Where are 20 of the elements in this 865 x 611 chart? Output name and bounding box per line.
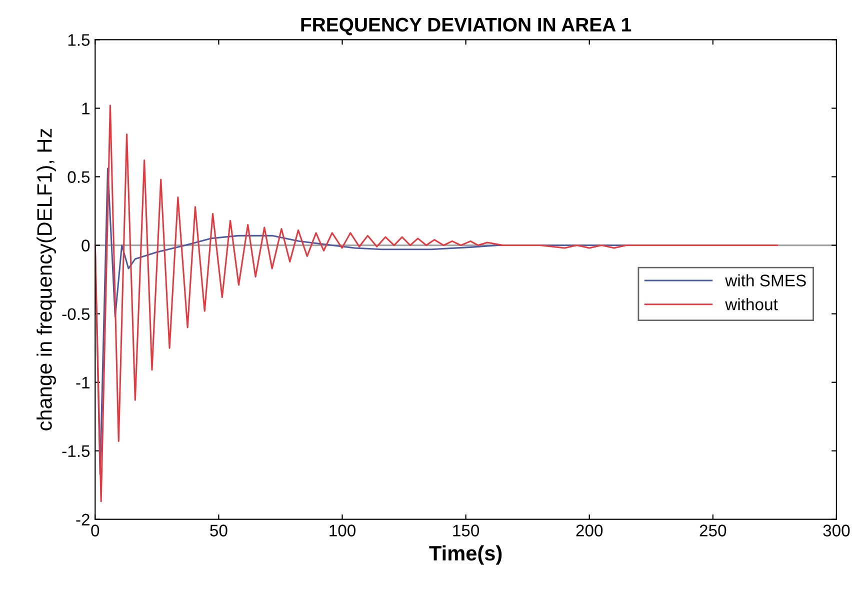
y-tick-label: -1 (76, 376, 90, 388)
y-tick-label: -2 (76, 514, 90, 526)
x-tick-label: 50 (210, 524, 228, 536)
y-tick-label: 0.5 (68, 171, 90, 183)
y-tick-label: 0 (82, 240, 90, 252)
y-axis-title: change in frequency(DELF1), Hz (36, 128, 56, 430)
chart-title: FREQUENCY DEVIATION IN AREA 1 (301, 18, 632, 36)
x-tick-label: 300 (823, 524, 850, 536)
y-tick-label: -0.5 (62, 308, 90, 320)
y-tick-label: 1 (82, 102, 90, 114)
y-tick-label: -1.5 (62, 445, 90, 458)
legend-label: with SMES (725, 274, 806, 286)
legend-label: without (725, 298, 778, 310)
x-tick-label: 100 (330, 524, 356, 536)
x-tick-label: 250 (700, 524, 726, 536)
y-tick-label: 1.5 (68, 34, 90, 46)
x-tick-label: 0 (91, 524, 100, 536)
x-tick-label: 150 (453, 524, 480, 536)
x-tick-label: 200 (576, 524, 603, 536)
x-axis-title: Time(s) (429, 545, 502, 565)
